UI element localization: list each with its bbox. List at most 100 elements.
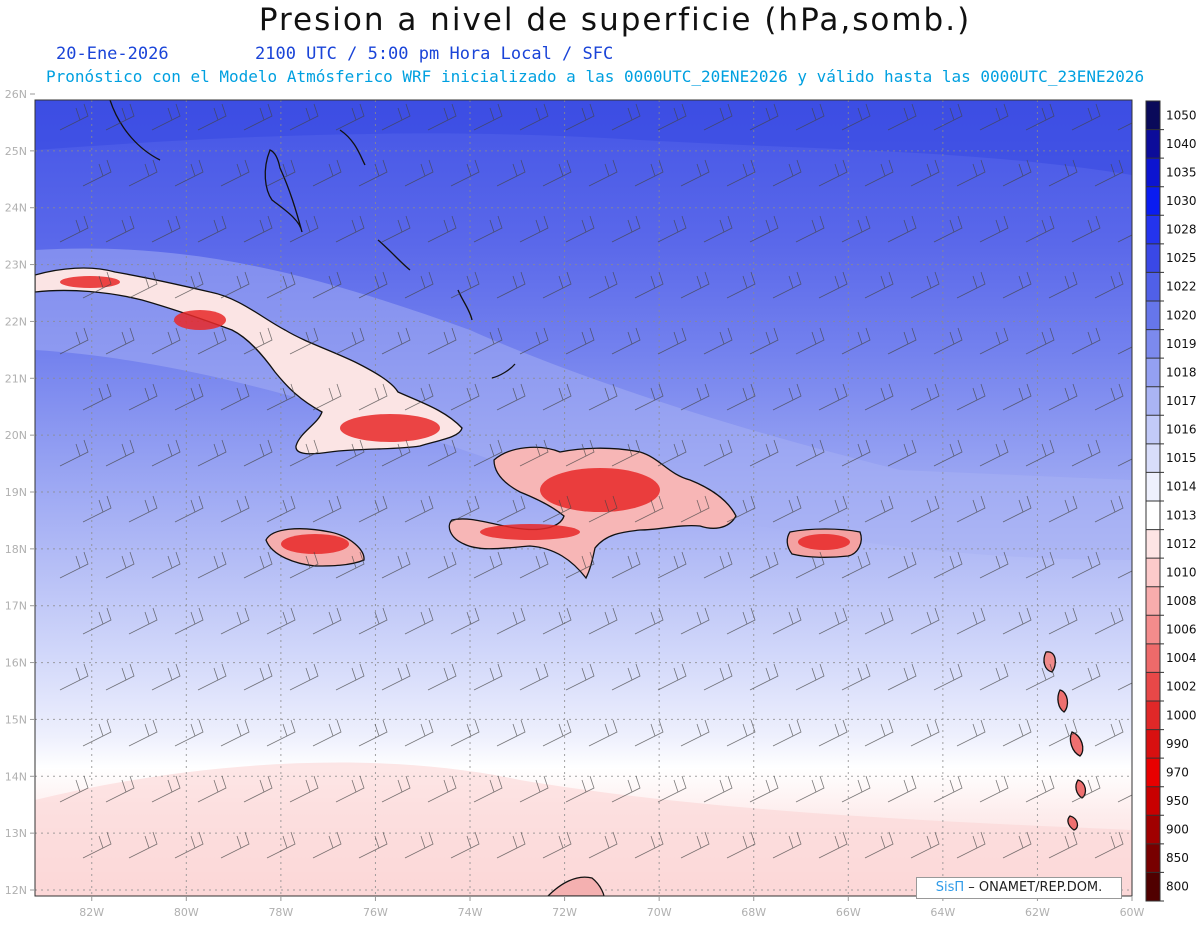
wind-barb [726, 495, 756, 523]
colorbar-swatch [1146, 729, 1160, 759]
wind-barb [841, 103, 871, 131]
wind-barb [565, 327, 595, 355]
wind-barb [910, 383, 940, 411]
colorbar-swatch [1146, 843, 1160, 873]
wind-barb [312, 495, 342, 523]
wind-barb [542, 607, 572, 635]
wind-barb [220, 495, 250, 523]
wind-barb [243, 663, 273, 691]
guadeloupe-island [1043, 651, 1057, 673]
wind-barb [473, 551, 503, 579]
wind-barb [450, 159, 480, 187]
wind-barb [312, 607, 342, 635]
wind-barb [611, 327, 641, 355]
wind-barb [105, 103, 135, 131]
wind-barb [657, 439, 687, 467]
wind-barb [381, 215, 411, 243]
wind-barb [1002, 607, 1032, 635]
wind-barb [680, 607, 710, 635]
wind-barb [128, 607, 158, 635]
wind-barb [243, 215, 273, 243]
wind-barb [197, 439, 227, 467]
wind-barb [358, 607, 388, 635]
wind-barb [910, 271, 940, 299]
wind-barb [151, 551, 181, 579]
wind-barb [933, 551, 963, 579]
wind-barb [657, 103, 687, 131]
forecast-date: 20-Ene-2026 [56, 44, 169, 64]
wind-barb [680, 159, 710, 187]
model-info: Pronóstico con el Modelo Atmósferico WRF… [46, 67, 1145, 86]
martinique-island [1069, 731, 1084, 757]
wind-barb [979, 215, 1009, 243]
wind-barb [519, 775, 549, 803]
colorbar-label: 1028 [1166, 223, 1197, 237]
wind-barb [473, 439, 503, 467]
colorbar-swatch [1146, 558, 1160, 588]
wind-barb [496, 719, 526, 747]
wind-barb [404, 719, 434, 747]
wind-barb [404, 831, 434, 859]
wind-barb [312, 159, 342, 187]
wind-barb [220, 719, 250, 747]
wind-barb [59, 663, 89, 691]
wind-barb [887, 775, 917, 803]
wind-barb [381, 439, 411, 467]
wind-barb [772, 271, 802, 299]
wind-barb [174, 831, 204, 859]
wind-barb [450, 271, 480, 299]
wind-barb [1094, 383, 1124, 411]
wind-barb [979, 439, 1009, 467]
wind-barb [427, 327, 457, 355]
wind-barb [197, 775, 227, 803]
wind-barb [404, 495, 434, 523]
wind-barb [795, 775, 825, 803]
wind-barb [910, 719, 940, 747]
wind-barb [496, 271, 526, 299]
wind-barb [381, 551, 411, 579]
colorbar-label: 1025 [1166, 251, 1197, 265]
wind-barb [818, 719, 848, 747]
lon-label: 70W [647, 906, 672, 919]
wind-barb [450, 831, 480, 859]
wind-barb [105, 551, 135, 579]
wind-barb [749, 551, 779, 579]
wind-barb [427, 551, 457, 579]
wind-barb [634, 831, 664, 859]
wind-barb [174, 271, 204, 299]
wind-barb [956, 831, 986, 859]
colorbar-label: 1018 [1166, 365, 1197, 379]
lat-label: 23N [5, 259, 27, 272]
wind-barb [335, 439, 365, 467]
wind-barb [611, 215, 641, 243]
colorbar-label: 1000 [1166, 708, 1197, 722]
colorbar-swatch [1146, 758, 1160, 788]
wind-barb [220, 383, 250, 411]
colorbar-swatch [1146, 586, 1160, 616]
lat-label: 21N [5, 372, 27, 385]
lat-label: 16N [5, 657, 27, 670]
wind-barb [151, 775, 181, 803]
wind-barb [795, 215, 825, 243]
wind-barb [381, 103, 411, 131]
wind-barb [473, 663, 503, 691]
wind-barb [105, 775, 135, 803]
wind-barb [933, 439, 963, 467]
wind-barb [220, 607, 250, 635]
colorbar-label: 1012 [1166, 537, 1197, 551]
wind-barb [519, 103, 549, 131]
colorbar-swatch [1146, 358, 1160, 388]
wind-barb [818, 831, 848, 859]
colorbar: 1050 1040 1035 1030 1028 1025 1022 1020 1019 1018… [1145, 100, 1197, 902]
lat-label: 26N [5, 88, 27, 101]
wind-barb [1002, 271, 1032, 299]
colorbar-swatch [1146, 386, 1160, 416]
wind-barb [956, 495, 986, 523]
wind-barb [1071, 103, 1101, 131]
colorbar-swatch [1146, 501, 1160, 531]
wind-barb [772, 383, 802, 411]
wind-barb [266, 495, 296, 523]
wind-barb [128, 271, 158, 299]
wind-barb [772, 831, 802, 859]
colorbar-swatch [1146, 443, 1160, 473]
